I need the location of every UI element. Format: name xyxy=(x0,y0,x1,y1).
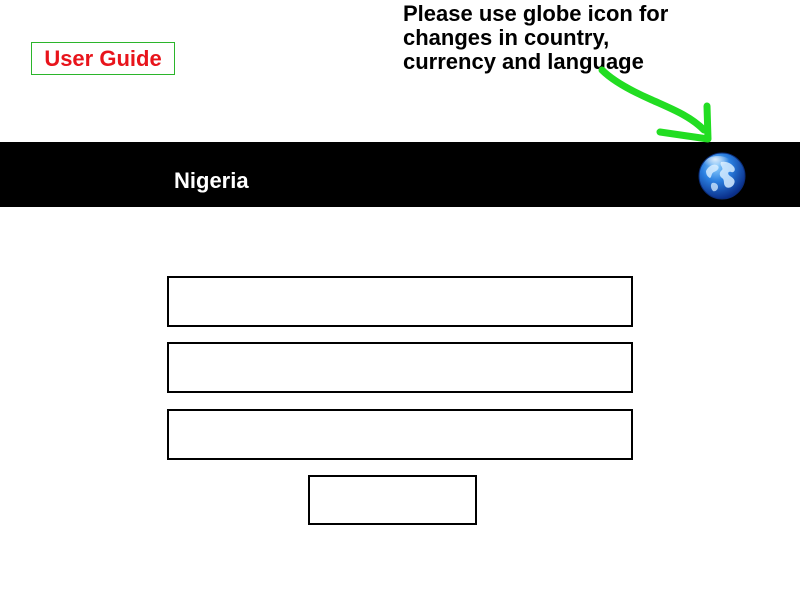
form-field-1[interactable] xyxy=(167,276,633,327)
submit-button[interactable] xyxy=(308,475,477,525)
globe-hint-annotation: Please use globe icon for changes in cou… xyxy=(403,2,793,74)
globe-icon[interactable] xyxy=(697,151,747,201)
form-field-2[interactable] xyxy=(167,342,633,393)
hint-line: Please use globe icon for xyxy=(403,1,669,26)
form-field-3[interactable] xyxy=(167,409,633,460)
top-bar xyxy=(0,142,800,207)
selected-country: Nigeria xyxy=(174,168,249,193)
hint-line: currency and language xyxy=(403,49,644,74)
user-guide-link[interactable]: User Guide xyxy=(31,42,175,75)
hint-line: changes in country, xyxy=(403,25,610,50)
